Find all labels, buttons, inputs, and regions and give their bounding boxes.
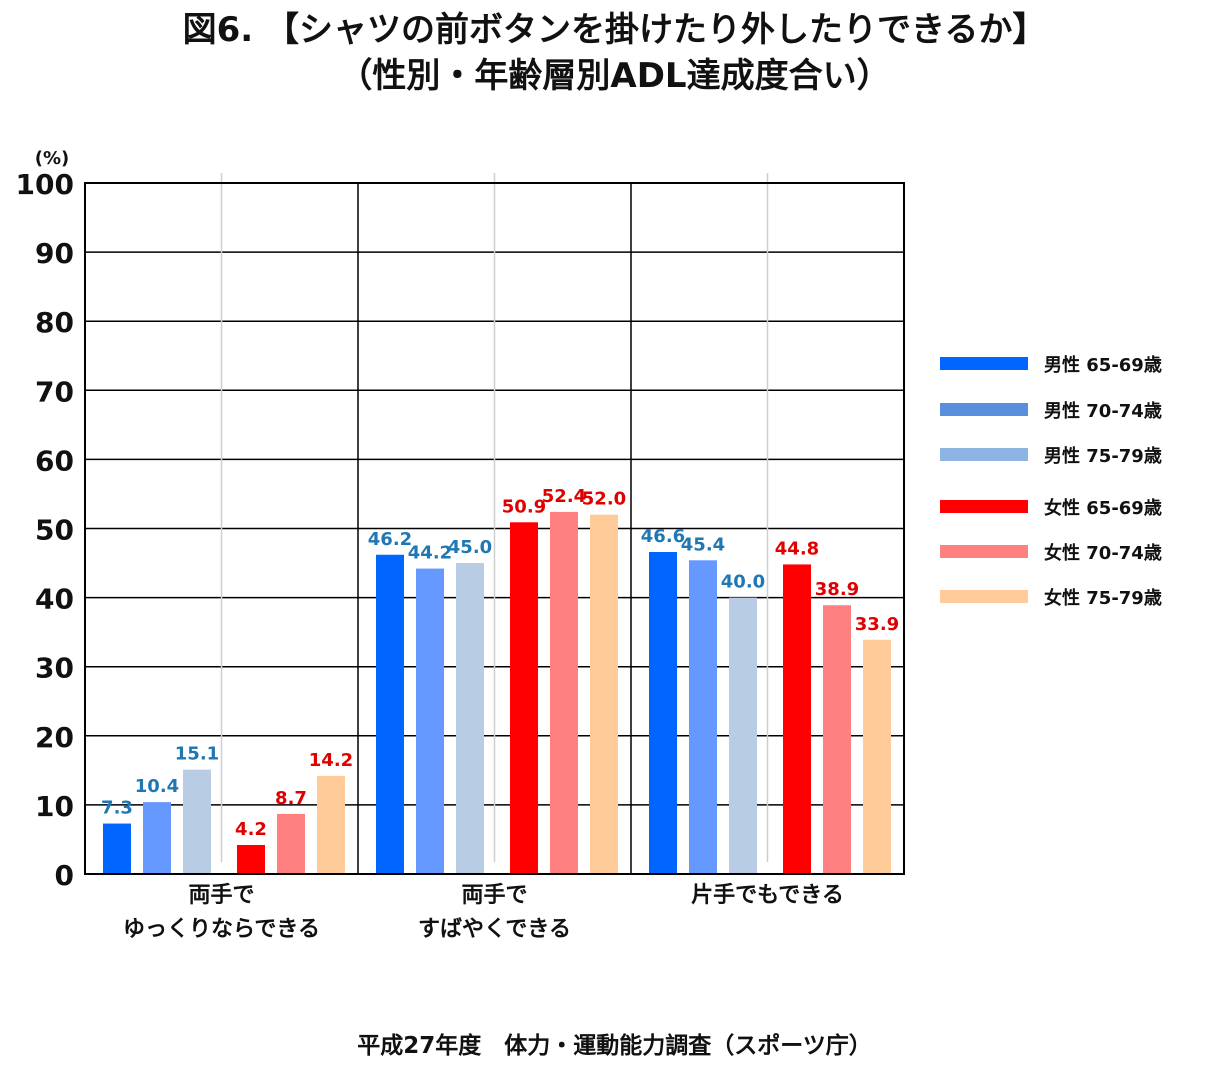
- x-category-label: 両手で: [461, 883, 527, 908]
- y-tick-label: 80: [35, 306, 74, 339]
- bar: [143, 802, 171, 874]
- x-category-label: すばやくできる: [418, 917, 571, 942]
- y-tick-label: 50: [35, 514, 74, 547]
- data-label: 14.2: [309, 750, 353, 771]
- bar: [416, 568, 444, 874]
- legend-label: 女性 65-69歳: [1044, 498, 1162, 519]
- bar: [590, 514, 618, 874]
- bar: [277, 813, 305, 874]
- data-label: 7.3: [101, 798, 133, 819]
- y-unit-label: (%): [35, 148, 70, 169]
- legend-swatch: [940, 448, 1028, 461]
- bar: [456, 563, 484, 874]
- data-label: 45.4: [681, 534, 725, 555]
- bar: [183, 769, 211, 874]
- legend-item: 男性 65-69歳: [940, 348, 1210, 378]
- data-label: 15.1: [175, 744, 219, 765]
- x-category-label: ゆっくりならできる: [123, 917, 320, 942]
- data-label: 44.8: [775, 538, 819, 559]
- data-label: 44.2: [408, 543, 452, 564]
- bar: [863, 639, 891, 874]
- legend-label: 女性 70-74歳: [1044, 543, 1162, 564]
- y-tick-label: 70: [35, 375, 74, 408]
- data-label: 46.2: [368, 529, 412, 550]
- y-tick-label: 30: [35, 652, 74, 685]
- bar: [783, 564, 811, 874]
- bar: [510, 522, 538, 874]
- plot-border: [84, 182, 905, 875]
- data-label: 8.7: [275, 788, 307, 809]
- legend-label: 男性 70-74歳: [1044, 401, 1162, 422]
- data-label: 52.4: [542, 486, 586, 507]
- legend-label: 女性 75-79歳: [1044, 588, 1162, 609]
- y-tick-label: 20: [35, 721, 74, 754]
- legend-label: 男性 65-69歳: [1044, 355, 1162, 376]
- bar: [649, 551, 677, 874]
- bar: [103, 823, 131, 874]
- bar: [317, 775, 345, 874]
- bar: [550, 511, 578, 874]
- bar: [689, 560, 717, 874]
- y-tick-label: 10: [35, 790, 74, 823]
- data-label: 52.0: [582, 489, 626, 510]
- legend-swatch: [940, 357, 1028, 370]
- y-tick-label: 100: [16, 168, 74, 201]
- x-category-label: 片手でもできる: [691, 883, 844, 908]
- legend-swatch: [940, 500, 1028, 513]
- legend-swatch: [940, 590, 1028, 603]
- bar: [823, 605, 851, 874]
- data-label: 46.6: [641, 526, 685, 547]
- legend-item: 男性 70-74歳: [940, 394, 1210, 424]
- legend-label: 男性 75-79歳: [1044, 446, 1162, 467]
- data-label: 4.2: [235, 819, 267, 840]
- legend-swatch: [940, 403, 1028, 416]
- bar: [376, 554, 404, 874]
- x-category-label: 両手で: [188, 883, 254, 908]
- legend-item: 女性 65-69歳: [940, 491, 1210, 521]
- data-label: 33.9: [855, 614, 899, 635]
- legend-item: 女性 70-74歳: [940, 536, 1210, 566]
- source-note: 平成27年度 体力・運動能力調査（スポーツ庁）: [357, 1033, 872, 1059]
- legend-item: 男性 75-79歳: [940, 439, 1210, 469]
- bar: [237, 844, 265, 874]
- data-label: 10.4: [135, 776, 179, 797]
- data-label: 40.0: [721, 572, 765, 593]
- legend-swatch: [940, 545, 1028, 558]
- y-tick-label: 0: [55, 859, 74, 892]
- data-label: 50.9: [502, 496, 546, 517]
- bar: [729, 597, 757, 874]
- chart-subtitle: （性別・年齢層別ADL達成度合い）: [338, 56, 891, 96]
- legend-item: 女性 75-79歳: [940, 581, 1210, 611]
- y-tick-label: 90: [35, 237, 74, 270]
- data-label: 45.0: [448, 537, 492, 558]
- bar-chart: 0 10 20 30 40 50 60 70 80 90 100(%) 7.3 46.2 46.6 10.4…: [16, 148, 905, 942]
- y-tick-label: 60: [35, 444, 74, 477]
- chart-title: 図6. 【シャツの前ボタンを掛けたり外したりできるか】: [182, 10, 1047, 50]
- data-label: 38.9: [815, 579, 859, 600]
- y-tick-label: 40: [35, 583, 74, 616]
